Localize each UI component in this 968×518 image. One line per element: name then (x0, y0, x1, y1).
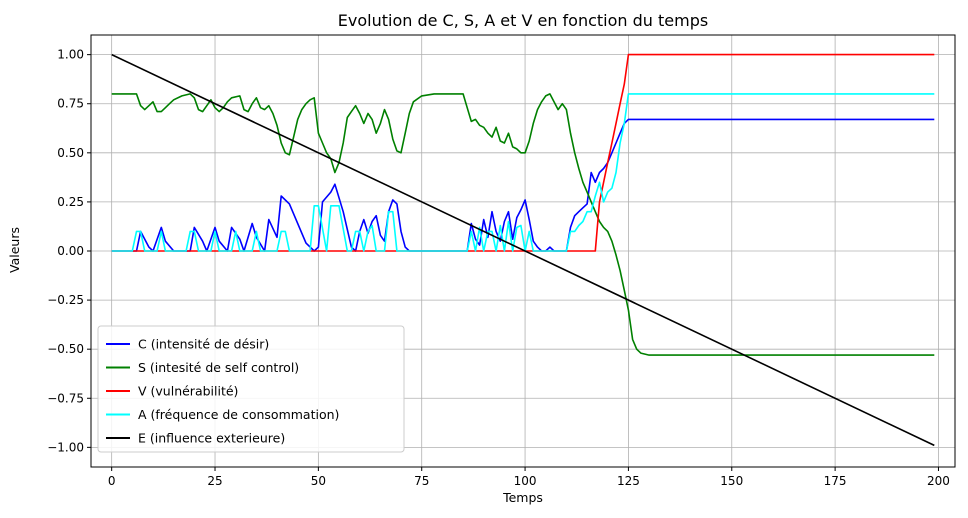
x-tick-label: 200 (927, 474, 950, 488)
x-tick-label: 0 (108, 474, 116, 488)
x-tick-label: 125 (617, 474, 640, 488)
x-tick-label: 50 (311, 474, 326, 488)
y-tick-label: 1.00 (57, 48, 84, 62)
series-line-4 (111, 53, 935, 447)
x-tick-label: 25 (207, 474, 222, 488)
legend-label-1: S (intesité de self control) (138, 360, 299, 375)
y-tick-label: 0.00 (57, 244, 84, 258)
y-tick-label: −1.00 (47, 440, 84, 454)
y-axis-label: Valeurs (7, 227, 22, 273)
series-line-2 (111, 53, 935, 252)
series-line-1 (111, 93, 935, 356)
series-line-3 (111, 93, 935, 252)
series-layer (111, 53, 935, 447)
y-tick-label: 0.25 (57, 195, 84, 209)
legend-label-0: C (intensité de désir) (138, 337, 269, 352)
x-tick-label: 75 (414, 474, 429, 488)
x-tick-label: 150 (720, 474, 743, 488)
chart-title: Evolution de C, S, A et V en fonction du… (338, 11, 708, 30)
y-tick-label: −0.75 (47, 391, 84, 405)
y-tick-label: 0.75 (57, 97, 84, 111)
legend: C (intensité de désir) S (intesité de sel… (97, 325, 405, 453)
x-tick-label: 100 (514, 474, 537, 488)
legend-label-2: V (vulnérabilité) (138, 384, 238, 399)
legend-label-4: E (influence exterieure) (138, 431, 285, 446)
x-tick-label: 175 (824, 474, 847, 488)
legend-frame (97, 325, 405, 453)
x-axis-label: Temps (502, 490, 543, 505)
y-tick-label: −0.25 (47, 293, 84, 307)
x-ticks: 0 25 50 75 100 125 150 175 200 (108, 467, 950, 488)
y-tick-label: −0.50 (47, 342, 84, 356)
series-line-0 (111, 118, 935, 252)
y-ticks: 1.00 0.75 0.50 0.25 0.00 −0.25 −0.50 −0.75 −1.00 (47, 48, 91, 454)
y-tick-label: 0.50 (57, 146, 84, 160)
legend-label-3: A (fréquence de consommation) (138, 407, 339, 422)
